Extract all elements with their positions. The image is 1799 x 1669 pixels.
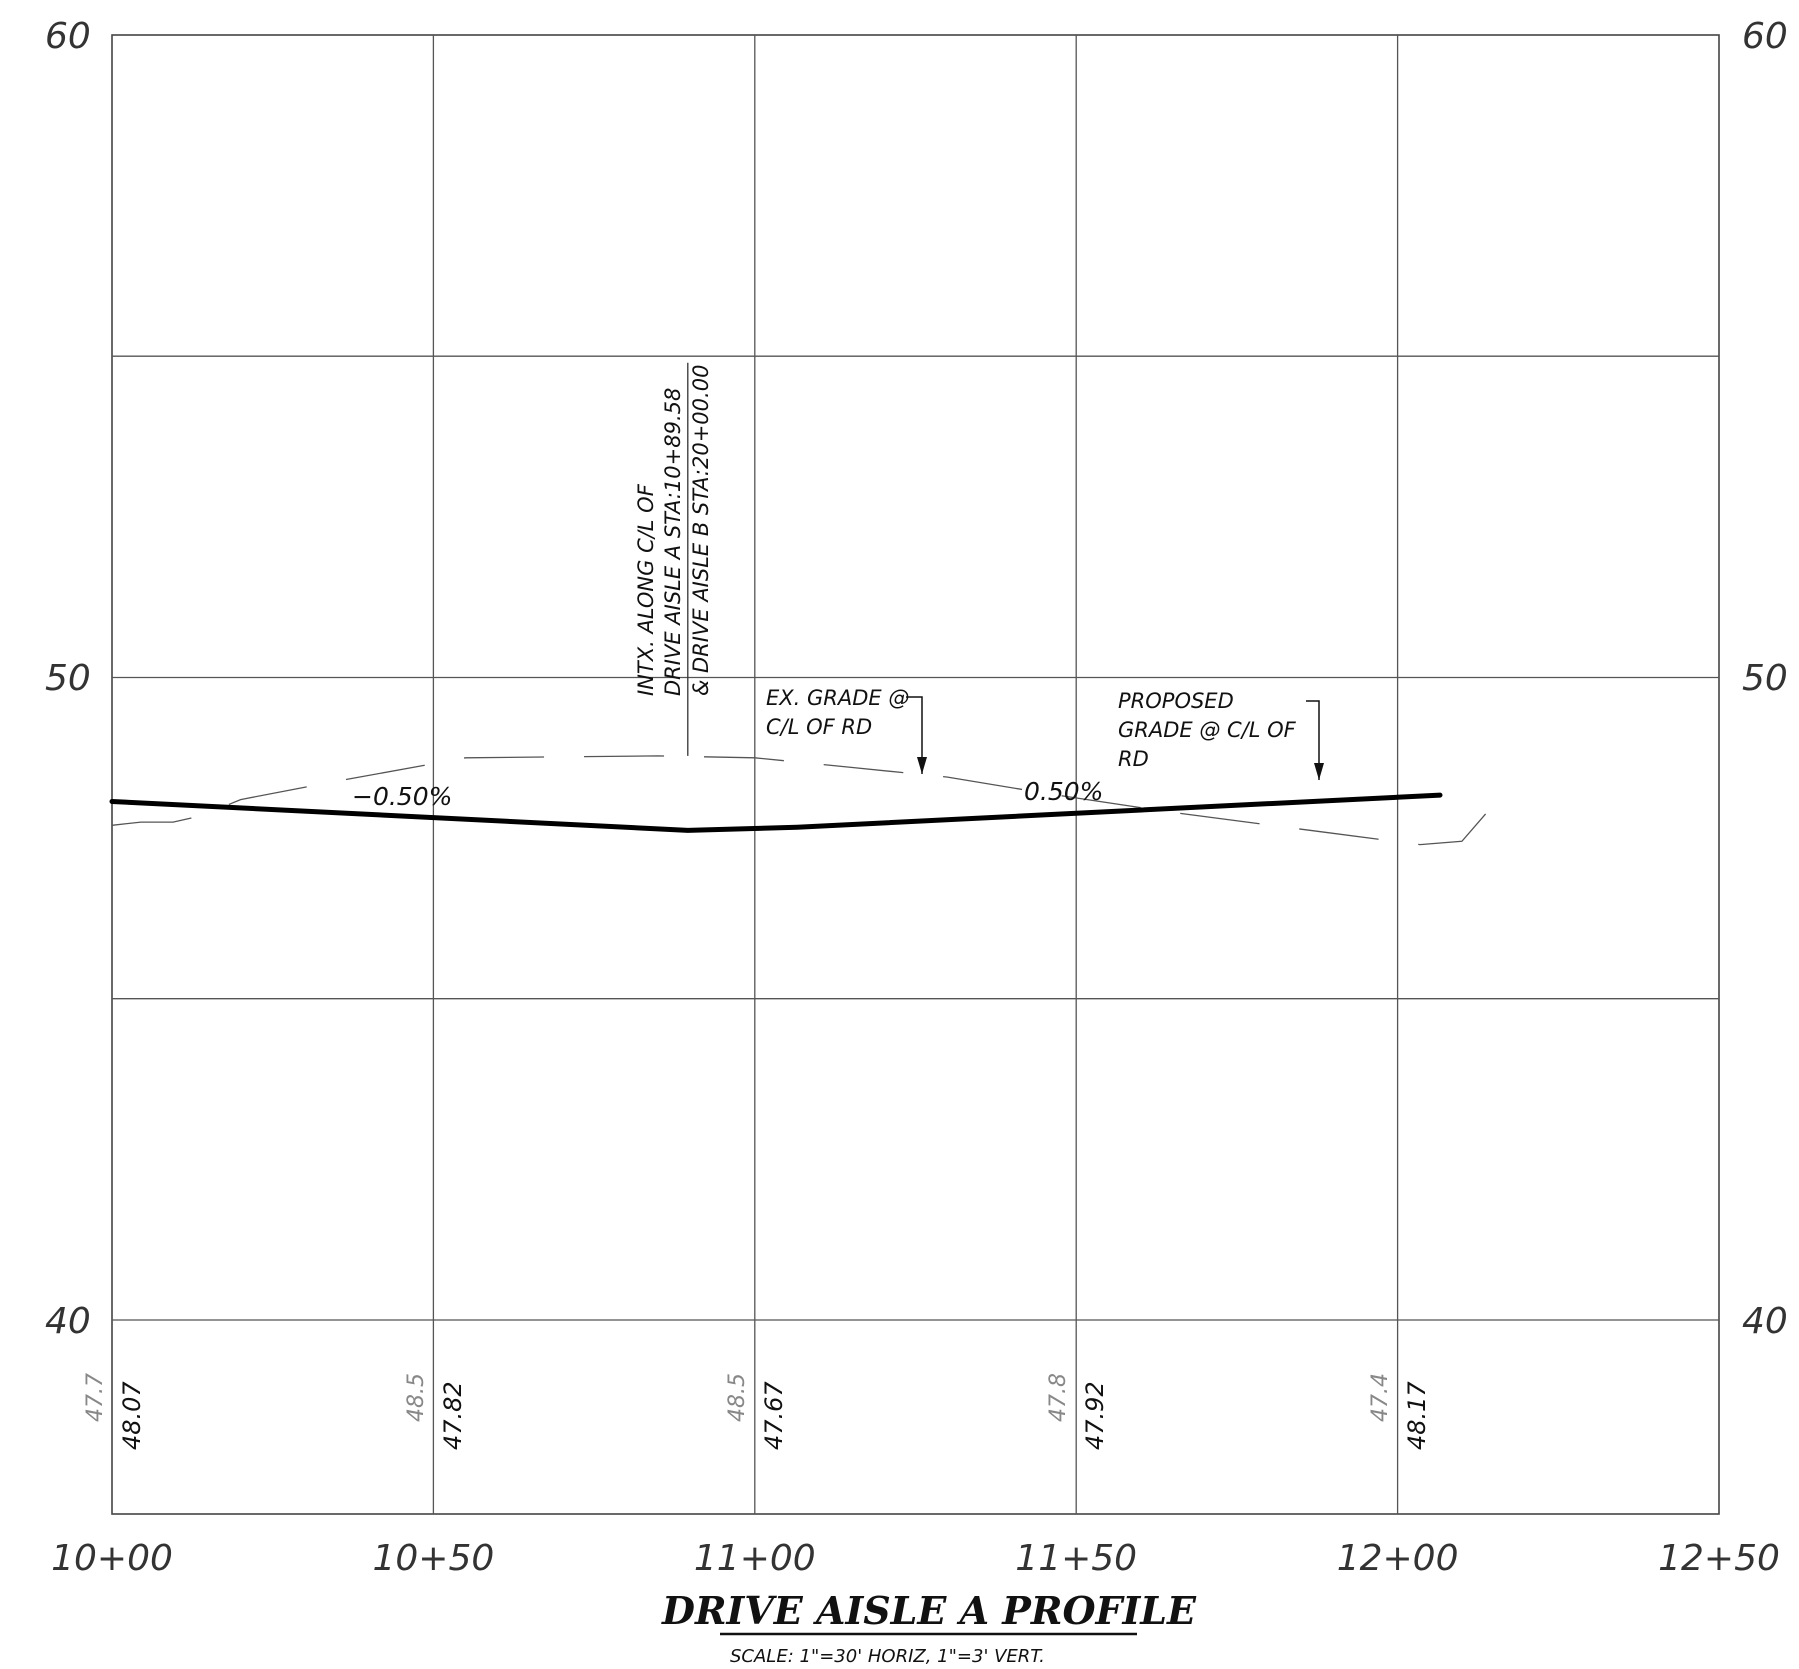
- chart-title: DRIVE AISLE A PROFILE: [661, 1588, 1197, 1633]
- proposed-note-line-2: GRADE @ C/L OF: [1118, 718, 1297, 742]
- existing-elev-10-50: 48.5: [404, 1373, 429, 1422]
- existing-elev-10-00: 47.7: [83, 1373, 108, 1422]
- plot-frame: [111, 34, 1720, 1515]
- intersection-note-line-3: & DRIVE AISLE B STA:20+00.00: [689, 365, 713, 696]
- y-tick-right-60: 60: [1742, 16, 1788, 57]
- proposed-elev-10-00: 48.07: [118, 1381, 146, 1450]
- proposed-note-line-3: RD: [1118, 747, 1149, 771]
- y-tick-right-50: 50: [1742, 658, 1788, 699]
- y-tick-left-50: 50: [45, 658, 91, 699]
- ex-grade-note-line-1: EX. GRADE @: [766, 686, 909, 710]
- x-tick-11-50: 11+50: [1015, 1538, 1137, 1579]
- x-tick-10-00: 10+00: [51, 1538, 173, 1579]
- y-tick-left-60: 60: [45, 16, 91, 57]
- intersection-note: INTX. ALONG C/L OF DRIVE AISLE A STA:10+…: [634, 365, 713, 696]
- horizontal-grid: [112, 355, 1719, 1321]
- existing-elev-11-50: 47.8: [1046, 1373, 1071, 1422]
- title-block: DRIVE AISLE A PROFILE SCALE: 1"=30' HORI…: [661, 1588, 1197, 1667]
- grade-label-right: 0.50%: [1024, 777, 1103, 806]
- x-tick-12-00: 12+00: [1337, 1538, 1459, 1579]
- x-axis-labels: 10+00 10+50 11+00 11+50 12+00 12+50: [51, 1538, 1780, 1579]
- ex-grade-note-line-2: C/L OF RD: [766, 715, 872, 739]
- x-tick-12-50: 12+50: [1658, 1538, 1780, 1579]
- existing-elev-11-00: 48.5: [725, 1373, 750, 1422]
- ex-grade-arrow: [906, 696, 927, 774]
- x-tick-10-50: 10+50: [373, 1538, 495, 1579]
- x-tick-11-00: 11+00: [694, 1538, 816, 1579]
- grade-label-left: −0.50%: [352, 782, 452, 811]
- existing-grade-line: [111, 755, 1505, 846]
- proposed-grade-callout: PROPOSED GRADE @ C/L OF RD: [1118, 689, 1324, 780]
- proposed-elev-10-50: 47.82: [439, 1381, 467, 1450]
- elevation-labels: 47.7 48.07 48.5 47.82 48.5 47.67 47.8 47…: [83, 1373, 1431, 1450]
- proposed-elev-11-50: 47.92: [1081, 1381, 1109, 1450]
- proposed-elev-12-00: 48.17: [1403, 1381, 1431, 1450]
- y-tick-right-40: 40: [1742, 1301, 1788, 1342]
- proposed-elev-11-00: 47.67: [760, 1381, 788, 1450]
- proposed-note-line-1: PROPOSED: [1118, 689, 1234, 713]
- y-axis-labels: 60 50 40 60 50 40: [45, 16, 1788, 1342]
- proposed-grade-arrow: [1306, 700, 1324, 780]
- vertical-grid: [432, 35, 1399, 1514]
- intersection-note-line-1: INTX. ALONG C/L OF: [634, 483, 658, 696]
- intersection-note-line-2: DRIVE AISLE A STA:10+89.58: [661, 388, 685, 696]
- ex-grade-callout: EX. GRADE @ C/L OF RD: [766, 686, 927, 774]
- chart-subtitle: SCALE: 1"=30' HORIZ, 1"=3' VERT.: [730, 1646, 1045, 1667]
- y-tick-left-40: 40: [45, 1301, 91, 1342]
- existing-elev-12-00: 47.4: [1368, 1373, 1393, 1422]
- proposed-grade-line: [109, 792, 1443, 833]
